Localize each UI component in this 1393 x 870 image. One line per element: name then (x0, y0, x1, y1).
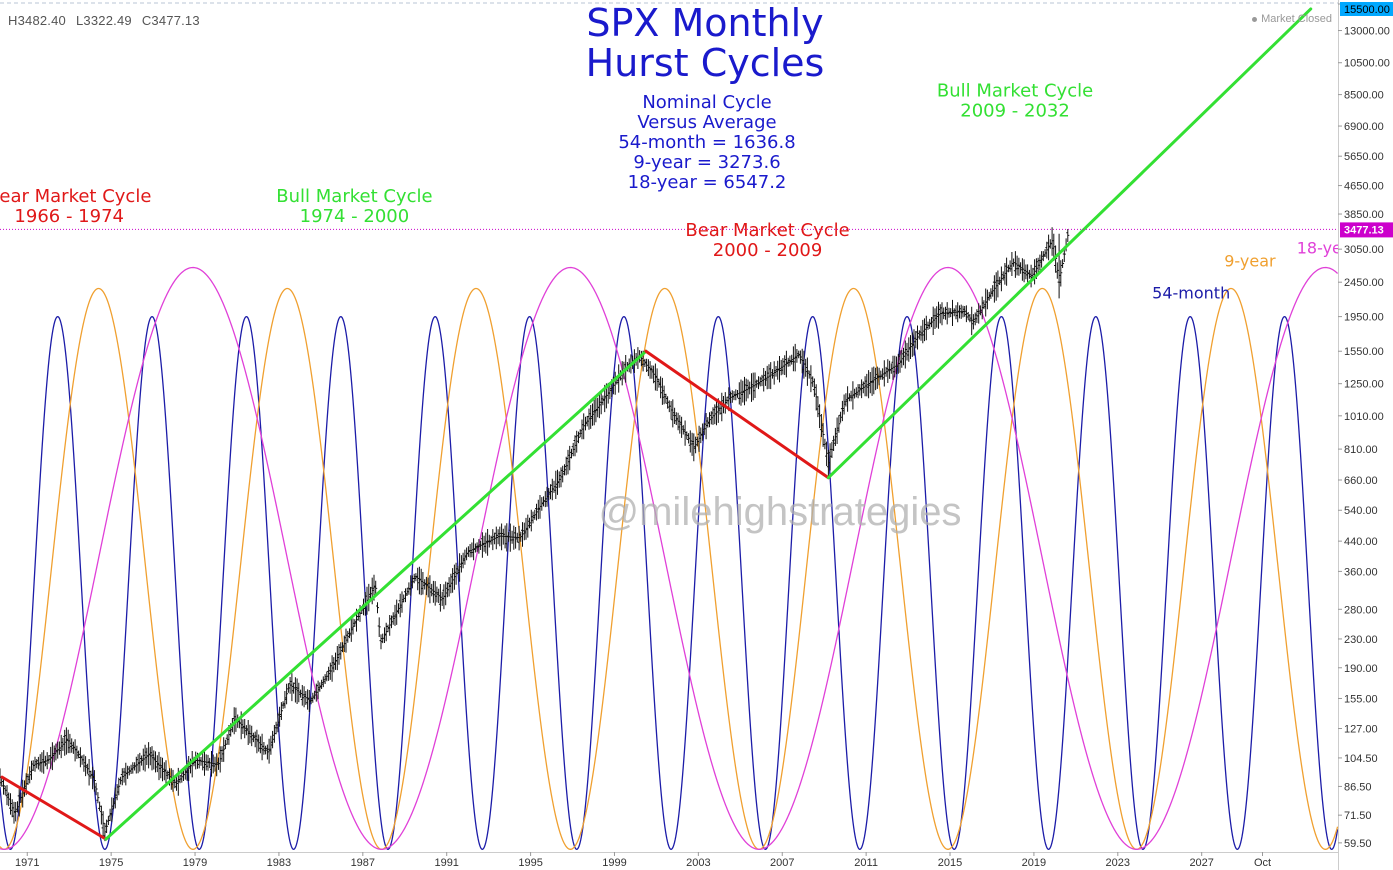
annotation-label: Bull Market Cycle (276, 186, 432, 207)
y-tick-label: 8500.00 (1344, 90, 1384, 102)
x-tick-label: 2015 (938, 857, 962, 869)
y-tick-label: 3850.00 (1344, 209, 1384, 221)
y-tick-label: 3050.00 (1344, 244, 1384, 256)
price-axis-panel (1338, 0, 1393, 870)
watermark: @milehighstrategies (599, 490, 962, 534)
x-tick-label: 2007 (770, 857, 794, 869)
x-tick-label: 2023 (1106, 857, 1130, 869)
ohlc-readout: H3482.40 L3322.49 C3477.13 (8, 13, 210, 28)
x-tick-label: 2011 (854, 857, 878, 869)
y-tick-label: 2450.00 (1344, 277, 1384, 289)
y-tick-label: 13000.00 (1344, 26, 1390, 38)
bear-trend-line (644, 349, 830, 480)
y-tick-label: 10500.00 (1344, 58, 1390, 70)
top-price-tag-bg (1340, 2, 1393, 16)
y-tick-label: 660.00 (1344, 475, 1378, 487)
last-price-tag-label: 3477.13 (1344, 224, 1384, 236)
watermark-text: @milehighstrategies (599, 490, 962, 534)
bull-trend-line (826, 7, 1313, 480)
cycle-9-year-line (0, 287, 1339, 850)
market-status: Market Closed (1252, 13, 1332, 25)
annotation-label: 54-month (1152, 283, 1230, 302)
chart-subtitle-line: 9-year = 3273.6 (633, 152, 780, 173)
bear-trend-line (0, 775, 108, 841)
y-tick-label: 15500.00 (1344, 4, 1390, 16)
y-tick-label: 360.00 (1344, 566, 1378, 578)
annotation-label: 1974 - 2000 (300, 206, 410, 227)
x-tick-label: 1999 (602, 857, 626, 869)
market-status-label: Market Closed (1261, 13, 1332, 25)
y-tick-label: 5650.00 (1344, 151, 1384, 163)
chart-subtitle-line: 54-month = 1636.8 (618, 132, 795, 153)
y-tick-label: 1010.00 (1344, 411, 1384, 423)
x-tick-label: 1995 (518, 857, 542, 869)
y-tick-label: 6900.00 (1344, 121, 1384, 133)
cycle-54-month-line (0, 315, 1339, 850)
annotation-label: Bear Market Cycle (685, 220, 849, 241)
x-tick-label: 2019 (1022, 857, 1046, 869)
x-tick-label: 1975 (99, 857, 123, 869)
y-tick-label: 1950.00 (1344, 312, 1384, 324)
annotation-label: Bull Market Cycle (937, 80, 1093, 101)
chart-subtitle-line: Versus Average (637, 112, 776, 133)
x-tick-label: 1991 (434, 857, 458, 869)
x-tick-label: Oct (1254, 857, 1271, 869)
y-tick-label: 86.50 (1344, 781, 1372, 793)
y-tick-label: 155.00 (1344, 693, 1378, 705)
y-tick-label: 230.00 (1344, 634, 1378, 646)
y-tick-label: 4650.00 (1344, 181, 1384, 193)
annotation-label: 9-year (1224, 251, 1276, 270)
close-value: C3477.13 (141, 13, 200, 28)
y-tick-label: 440.00 (1344, 536, 1378, 548)
status-dot-icon (1252, 16, 1258, 22)
x-tick-label: 1983 (267, 857, 291, 869)
chart-title-line: SPX Monthly (586, 1, 823, 45)
annotation-label: 2009 - 2032 (960, 100, 1070, 121)
y-tick-label: 540.00 (1344, 505, 1378, 517)
x-tick-label: 1979 (183, 857, 207, 869)
y-tick-label: 810.00 (1344, 444, 1378, 456)
chart-subtitle-line: 18-year = 6547.2 (628, 172, 787, 193)
high-value: H3482.40 (8, 13, 66, 28)
y-tick-label: 1550.00 (1344, 346, 1384, 358)
y-tick-label: 127.00 (1344, 724, 1378, 736)
chart-title-line: Hurst Cycles (586, 41, 825, 85)
x-tick-label: 2003 (686, 857, 710, 869)
y-tick-label: 71.50 (1344, 810, 1372, 822)
cycle-waves (0, 266, 1339, 850)
low-value: L3322.49 (75, 13, 132, 28)
annotation-label: 2000 - 2009 (713, 240, 823, 261)
chart-subtitle-line: Nominal Cycle (642, 92, 771, 113)
trend-lines (0, 7, 1338, 841)
x-tick-label: 1987 (351, 857, 375, 869)
cycle-18-year-line (0, 266, 1339, 850)
y-tick-label: 280.00 (1344, 604, 1378, 616)
bull-trend-line (104, 349, 648, 841)
y-tick-label: 1250.00 (1344, 379, 1384, 391)
y-tick-label: 190.00 (1344, 663, 1378, 675)
y-tick-label: 104.50 (1344, 753, 1378, 765)
last-price-tag-bg (1340, 222, 1393, 238)
y-tick-label: 59.50 (1344, 838, 1372, 850)
annotation-label: Bear Market Cycle (0, 186, 151, 207)
annotation-label: 1966 - 1974 (14, 206, 124, 227)
x-tick-label: 2027 (1189, 857, 1213, 869)
x-tick-label: 1971 (15, 857, 39, 869)
